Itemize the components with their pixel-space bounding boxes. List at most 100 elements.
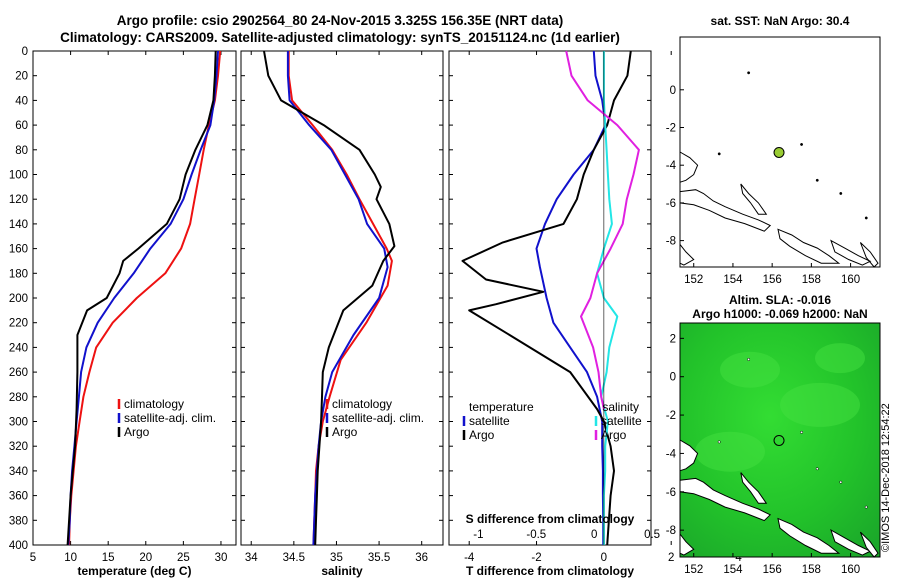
x-tick-label: 30 (215, 552, 228, 564)
islet (800, 430, 804, 434)
legend-label: satellite-adj. clim. (332, 411, 424, 425)
y-tick-label: 40 (15, 95, 28, 107)
series-line-argo (66, 50, 217, 546)
y-tick-label: 120 (9, 194, 28, 206)
coastline (777, 228, 841, 264)
series-line-argo (263, 50, 396, 546)
series-line-t-argo (461, 50, 632, 546)
salinity-panel: 34 34.5 35 35.5 36 salinity climatologysatelli… (240, 50, 444, 578)
y-tick-label: 320 (9, 441, 28, 453)
salinity-frame (240, 50, 444, 546)
argo-position-marker (773, 434, 785, 446)
islet (864, 505, 868, 509)
coastline (777, 517, 841, 554)
legend-title-temperature: temperature (469, 400, 534, 414)
y-tick-label: -2 (666, 410, 676, 422)
sla-map-title-2: Argo h1000: -0.069 h2000: NaN (692, 307, 868, 321)
x-tick-label: 20 (139, 552, 152, 564)
sst-map-frame (679, 36, 881, 268)
x-axis-label: T difference from climatology (466, 564, 634, 578)
x-tick-label: 15 (102, 552, 115, 564)
x-tick-label: 25 (177, 552, 190, 564)
y-tick-label: 340 (9, 466, 28, 478)
sla-patch (815, 343, 865, 374)
islet (864, 216, 868, 220)
differences-panel: -4 -2 0 2 4 T difference from climatology S di… (448, 50, 742, 578)
y-tick-label: 180 (9, 268, 28, 280)
top-axis-label: S difference from climatology (466, 512, 635, 526)
y-tick-label: -6 (666, 487, 676, 499)
legend-label: Argo (124, 425, 150, 439)
x-tick-label: 158 (802, 274, 821, 286)
y-tick-label: 380 (9, 515, 28, 527)
coastline (679, 477, 772, 522)
legend-label: climatology (124, 397, 184, 411)
x-tick-label: 160 (841, 564, 860, 576)
coastline (830, 529, 872, 556)
x-tick-label: 34 (245, 552, 258, 564)
legend-label: Argo (601, 428, 627, 442)
top-tick-label: -1 (473, 529, 483, 541)
islet (717, 440, 721, 444)
title-line-2: Climatology: CARS2009. Satellite-adjuste… (60, 30, 620, 45)
y-tick-label: -4 (666, 448, 677, 460)
series-line-s-argo (565, 50, 640, 410)
sla-patch (695, 431, 765, 472)
x-tick-label: 35.5 (368, 552, 390, 564)
coastline (679, 189, 772, 232)
x-tick-label: -4 (464, 552, 475, 564)
y-tick-label: -6 (666, 198, 676, 210)
legend-label: Argo (332, 425, 358, 439)
y-tick-label: -8 (666, 236, 676, 248)
x-tick-label: 152 (684, 564, 703, 576)
coastline (859, 242, 879, 268)
top-tick-label: 0 (591, 529, 597, 541)
legend-label: satellite (469, 414, 510, 428)
islet (839, 192, 843, 195)
temperature-panel: 0 20 40 60 80 100 120 140 160 180 200 220 240 260 280 3… (9, 46, 237, 578)
y-tick-label: 80 (15, 145, 28, 157)
sla-map-title-1: Altim. SLA: -0.016 (728, 293, 832, 307)
islet (747, 71, 751, 75)
sla-map-panel: 152 154 156 158 160 2 0 -2 -4 -6 -8 (666, 322, 881, 576)
x-tick-label: 156 (763, 564, 782, 576)
y-tick-label: 200 (9, 293, 28, 305)
x-tick-label: -2 (531, 552, 541, 564)
sst-map-panel: 152 154 156 158 160 0 -2 -4 -6 -8 (666, 36, 881, 286)
coastline (859, 531, 879, 558)
y-tick-label: 240 (9, 342, 28, 354)
x-tick-label: 4 (735, 552, 742, 564)
islet (747, 357, 751, 361)
y-tick-label: -8 (666, 525, 676, 537)
y-tick-label: 0 (670, 372, 676, 384)
legend-label: Argo (469, 428, 495, 442)
y-tick-label: 0 (670, 85, 676, 97)
y-tick-label: 140 (9, 219, 28, 231)
legend-label: satellite-adj. clim. (124, 411, 216, 425)
x-tick-label: 152 (684, 274, 703, 286)
coastline (740, 472, 768, 504)
legend-label: climatology (332, 397, 392, 411)
sla-patch (780, 382, 860, 427)
y-tick-label: 300 (9, 417, 28, 429)
top-tick-label: 0.5 (644, 529, 660, 541)
sla-patch (720, 351, 780, 388)
x-tick-label: 5 (30, 552, 36, 564)
y-tick-label: 160 (9, 244, 28, 256)
y-tick-label: 100 (9, 170, 28, 182)
coastline (740, 183, 768, 215)
title-line-1: Argo profile: csio 2902564_80 24-Nov-201… (116, 13, 564, 28)
y-tick-label: 2 (670, 333, 676, 345)
y-tick-label: 260 (9, 367, 28, 379)
sla-map-frame (679, 322, 881, 558)
y-tick-label: 60 (15, 120, 28, 132)
y-tick-label: 400 (9, 540, 28, 552)
x-tick-label: 35 (330, 552, 343, 564)
argo-position-marker (773, 146, 785, 158)
islet (815, 178, 819, 182)
x-tick-label: 160 (841, 274, 860, 286)
x-tick-label: 156 (763, 274, 782, 286)
temperature-frame (32, 50, 237, 546)
islet (717, 152, 721, 156)
